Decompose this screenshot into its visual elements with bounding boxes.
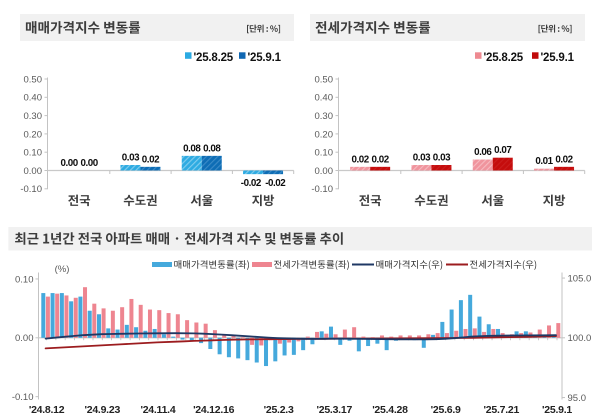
svg-text:0.10: 0.10 [315,148,334,159]
svg-text:'25.3.17: '25.3.17 [317,404,353,416]
svg-text:'25.2.3: '25.2.3 [264,404,294,416]
svg-text:0.08: 0.08 [183,143,201,154]
svg-text:0.10: 0.10 [15,274,34,285]
svg-text:'25.6.9: '25.6.9 [431,404,461,416]
svg-text:0.03: 0.03 [122,153,140,164]
svg-text:'24.11.4: '24.11.4 [140,404,175,416]
svg-text:0.07: 0.07 [494,145,512,156]
svg-text:-0.10: -0.10 [12,392,34,403]
svg-text:0.02: 0.02 [352,154,370,165]
svg-text:'24.8.12: '24.8.12 [29,404,65,416]
svg-text:0.20: 0.20 [315,129,334,140]
svg-text:0.10: 0.10 [24,148,43,159]
svg-text:95.0: 95.0 [568,393,587,404]
svg-text:'25.8.25: '25.8.25 [484,52,524,64]
svg-text:100.0: 100.0 [568,333,592,344]
svg-text:0.03: 0.03 [433,153,451,164]
svg-text:0.02: 0.02 [372,154,390,165]
svg-text:-0.10: -0.10 [311,184,333,195]
svg-text:0.50: 0.50 [315,74,334,85]
svg-text:0.20: 0.20 [24,129,43,140]
svg-text:0.06: 0.06 [474,147,492,158]
svg-text:0.30: 0.30 [24,111,43,122]
svg-text:'25.8.25: '25.8.25 [194,52,234,64]
svg-text:'25.9.1: '25.9.1 [248,52,282,64]
svg-text:0.00: 0.00 [315,166,334,177]
svg-text:0.00: 0.00 [15,333,34,344]
svg-text:0.00: 0.00 [81,158,99,169]
svg-text:-0.10: -0.10 [20,184,42,195]
svg-text:0.50: 0.50 [24,74,43,85]
svg-text:0.40: 0.40 [24,93,43,104]
svg-text:0.02: 0.02 [555,154,573,165]
svg-text:0.02: 0.02 [142,154,160,165]
svg-text:'24.9.23: '24.9.23 [85,404,121,416]
svg-text:0.00: 0.00 [61,158,79,169]
svg-text:0.03: 0.03 [413,153,431,164]
svg-text:(%): (%) [55,264,70,275]
svg-text:'25.4.28: '25.4.28 [372,404,408,416]
svg-text:-0.02: -0.02 [265,178,286,189]
svg-text:105.0: 105.0 [568,273,592,284]
svg-text:0.30: 0.30 [315,111,334,122]
svg-text:0.40: 0.40 [315,93,334,104]
svg-text:'24.12.16: '24.12.16 [193,404,235,416]
svg-text:0.01: 0.01 [535,156,553,167]
svg-text:-0.02: -0.02 [241,178,262,189]
svg-text:0.00: 0.00 [24,166,43,177]
svg-text:'25.9.1: '25.9.1 [542,404,572,416]
svg-text:'25.7.21: '25.7.21 [484,404,520,416]
svg-text:0.08: 0.08 [203,143,221,154]
svg-text:'25.9.1: '25.9.1 [541,52,575,64]
